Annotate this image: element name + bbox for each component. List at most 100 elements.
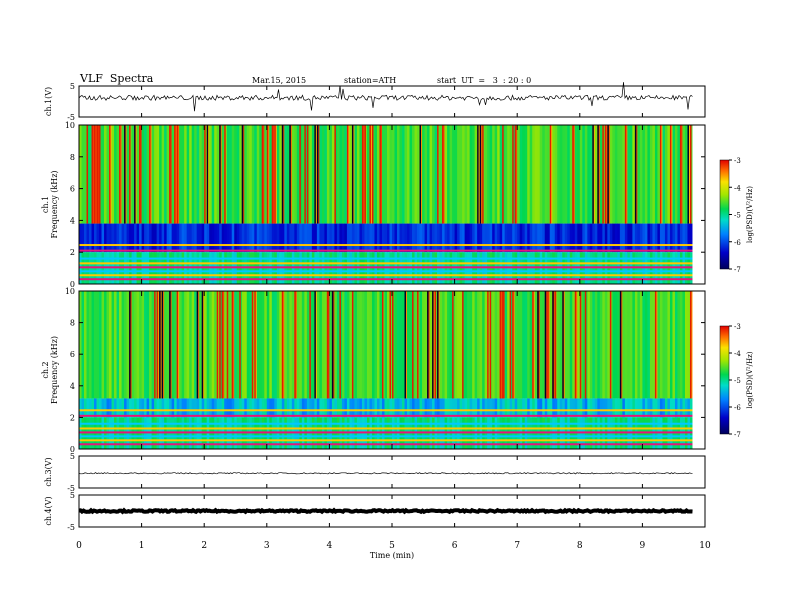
spectrogram-cell (121, 125, 125, 224)
spectrogram-cell (567, 291, 571, 399)
spectrogram-cell (344, 125, 348, 224)
spectrogram-cell (141, 291, 145, 399)
spectrogram-cell (584, 223, 588, 253)
y-axis-label: ch.3(V) (44, 457, 53, 486)
spectrogram-cell (169, 223, 173, 253)
spectrogram-cell (519, 223, 523, 253)
spectrogram-cell (351, 398, 355, 418)
spectrogram-cell (532, 398, 536, 418)
spectrogram-cell (349, 291, 353, 399)
spectrogram-cell (389, 125, 393, 224)
spectrogram-cell (114, 398, 117, 418)
spectrogram-cell (366, 223, 370, 253)
spectrogram-cell (176, 223, 180, 253)
spectrogram-cell (149, 223, 153, 253)
spectrogram-cell (291, 125, 295, 224)
spectrogram-cell (662, 223, 666, 253)
spectrogram-cell (434, 223, 438, 253)
spectrogram-cell (544, 398, 548, 418)
spectrogram-cell (629, 291, 633, 399)
spectrogram-cell (434, 125, 438, 224)
spectrogram-burst (119, 125, 121, 224)
spectrogram-burst (574, 291, 577, 399)
spectrogram-burst (669, 125, 672, 224)
spectrogram-cell (236, 398, 240, 418)
spectrogram-cell (151, 125, 155, 224)
spectrogram-cell (374, 398, 378, 418)
spectrogram-cell (104, 125, 107, 224)
spectrogram-cell (84, 398, 87, 418)
spectrogram-cell (134, 398, 137, 418)
spectrogram-cell (622, 125, 626, 224)
spectrogram-cell (379, 291, 383, 399)
spectrogram-cell (544, 223, 548, 253)
spectrogram-cell (264, 223, 268, 253)
spectral-line (79, 427, 693, 430)
spectrogram-cell (644, 223, 648, 253)
spectrogram-cell (554, 398, 558, 418)
x-tick-label: 4 (327, 541, 333, 551)
spectrogram-cell (594, 223, 598, 253)
spectrogram-cell (422, 223, 425, 253)
spectrogram-cell (524, 291, 528, 399)
spectrogram-burst (361, 125, 364, 224)
spectrogram-cell (301, 223, 305, 253)
spectrogram-burst (427, 291, 429, 399)
spectrogram-cell (634, 291, 638, 399)
spectrogram-burst (544, 291, 547, 399)
spectrogram-burst (206, 125, 209, 224)
spectrogram-cell (79, 291, 82, 399)
spectrogram-cell (484, 223, 488, 253)
spectrogram-burst (339, 291, 341, 399)
spectrogram-cell (374, 223, 378, 253)
spectrogram-cell (532, 223, 536, 253)
spectrogram-cell (472, 398, 476, 418)
spectrogram-cell (164, 291, 168, 399)
spectrogram-cell (467, 398, 471, 418)
spectrogram-cell (427, 398, 430, 418)
spectrogram-burst (224, 125, 226, 224)
spectrogram-cell (654, 223, 658, 253)
spectrogram-cell (494, 223, 498, 253)
spectrogram-cell (592, 223, 596, 253)
spectrogram-cell (444, 223, 448, 253)
spectrogram-cell (84, 223, 87, 253)
spectrogram-cell (229, 398, 233, 418)
spectrogram-cell (457, 223, 461, 253)
spectrogram-cell (562, 125, 566, 224)
spectrogram-cell (457, 125, 461, 224)
spectrogram-cell (319, 291, 323, 399)
spectrogram-cell (499, 223, 503, 253)
spectrogram-cell (249, 291, 253, 399)
spectrogram-cell (119, 291, 122, 399)
spectrogram-cell (191, 398, 195, 418)
spectrogram-burst (196, 291, 199, 399)
spectrogram-cell (179, 223, 183, 253)
spectrogram-cell (316, 398, 320, 418)
spectrogram-cell (469, 398, 473, 418)
spectrogram-cell (627, 223, 631, 253)
spectrogram-cell (159, 125, 163, 224)
spectrogram-cell (336, 398, 340, 418)
spectrogram-cell (439, 398, 443, 418)
spectrogram-cell (179, 291, 183, 399)
spectrogram-cell (224, 223, 228, 253)
spectrogram-cell (164, 398, 168, 418)
spectrogram-cell (572, 398, 576, 418)
y-axis-label-line: ch.4(V) (44, 496, 53, 525)
colorbar-tick-label: -4 (734, 350, 741, 358)
spectrogram-cell (336, 125, 340, 224)
spectrogram-cell (319, 125, 323, 224)
spectrogram-cell (569, 398, 573, 418)
spectrogram-cell (637, 398, 641, 418)
spectrogram-cell (652, 291, 656, 399)
spectrogram-cell (161, 398, 165, 418)
spectrogram-burst (442, 125, 444, 224)
spectrogram-cell (547, 398, 551, 418)
spectrogram-cell (166, 398, 170, 418)
spectrogram-cell (296, 291, 300, 399)
spectrogram-cell (211, 125, 215, 224)
spectrogram-cell (482, 398, 486, 418)
spectrogram-burst (109, 125, 111, 224)
spectrogram-cell (236, 291, 240, 399)
